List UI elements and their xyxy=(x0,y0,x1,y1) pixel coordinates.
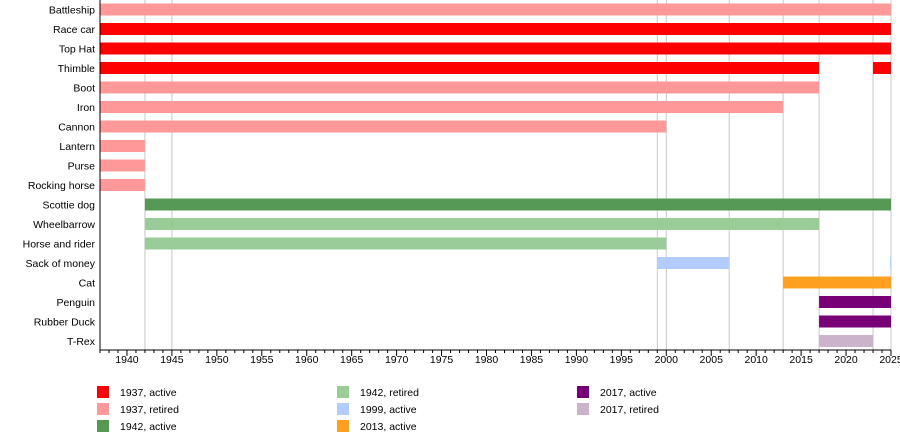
legend-swatch xyxy=(97,420,109,432)
bar xyxy=(100,62,820,74)
bar xyxy=(819,315,891,328)
legend-label: 1942, active xyxy=(120,421,177,433)
bar xyxy=(144,237,667,250)
bar xyxy=(783,276,891,289)
row-label: Rocking horse xyxy=(28,180,95,192)
row-label: Horse and rider xyxy=(23,239,96,251)
legend-swatch xyxy=(577,403,589,415)
legend-swatch xyxy=(97,386,109,398)
bar xyxy=(100,42,891,55)
bar xyxy=(819,335,874,347)
row-label: Cannon xyxy=(58,122,95,134)
bar xyxy=(100,3,891,16)
x-tick-label: 2000 xyxy=(655,354,679,366)
row-label: Iron xyxy=(77,102,95,114)
row-label: Purse xyxy=(68,161,96,173)
legend-label: 1942, retired xyxy=(360,387,419,399)
x-tick-label: 2015 xyxy=(789,354,813,366)
row-label: Sack of money xyxy=(26,258,96,270)
bar xyxy=(873,62,891,74)
legend-label: 1937, active xyxy=(120,387,177,399)
legend-label: 2017, active xyxy=(600,387,657,399)
row-label: Scottie dog xyxy=(42,200,95,212)
row-label: Battleship xyxy=(49,5,95,17)
bar xyxy=(100,120,667,133)
x-tick-label: 1980 xyxy=(475,354,499,366)
legend-swatch xyxy=(337,386,349,398)
x-tick-label: 1970 xyxy=(385,354,409,366)
legend-swatch xyxy=(97,403,109,415)
x-tick-label: 1975 xyxy=(430,354,454,366)
legend-swatch xyxy=(577,386,589,398)
legend-label: 1937, retired xyxy=(120,404,179,416)
bar xyxy=(100,179,145,191)
row-label: Penguin xyxy=(56,297,95,309)
x-tick-label: 2005 xyxy=(700,354,724,366)
x-tick-label: 1960 xyxy=(295,354,319,366)
x-tick-label: 1940 xyxy=(115,354,139,366)
bar xyxy=(657,257,730,269)
row-label: Wheelbarrow xyxy=(33,219,95,231)
legend-label: 1999, active xyxy=(360,404,417,416)
row-label: Rubber Duck xyxy=(34,317,96,329)
bar xyxy=(890,257,892,269)
x-tick-label: 2020 xyxy=(834,354,858,366)
row-label: T-Rex xyxy=(67,336,96,348)
legend-label: 2017, retired xyxy=(600,404,659,416)
legend-swatch xyxy=(337,420,349,432)
x-tick-label: 1985 xyxy=(520,354,544,366)
x-tick-label: 1950 xyxy=(205,354,229,366)
bar xyxy=(100,101,784,113)
x-tick-label: 1995 xyxy=(610,354,634,366)
bar xyxy=(100,159,145,172)
bar xyxy=(144,218,820,230)
row-label: Top Hat xyxy=(59,44,95,56)
row-label: Cat xyxy=(79,278,95,290)
bar xyxy=(819,296,891,308)
bar xyxy=(100,81,820,94)
row-label: Race car xyxy=(53,24,96,36)
x-tick-label: 1955 xyxy=(250,354,274,366)
row-label: Thimble xyxy=(58,63,96,75)
x-tick-label: 2025 xyxy=(879,354,900,366)
bar xyxy=(100,140,145,152)
legend-swatch xyxy=(337,403,349,415)
x-tick-label: 1965 xyxy=(340,354,364,366)
bar xyxy=(100,23,891,35)
legend-label: 2013, active xyxy=(360,421,417,433)
x-tick-label: 2010 xyxy=(744,354,768,366)
x-tick-label: 1945 xyxy=(160,354,184,366)
x-tick-label: 1990 xyxy=(565,354,589,366)
row-label: Lantern xyxy=(59,141,95,153)
bar xyxy=(144,198,891,211)
row-label: Boot xyxy=(73,83,95,95)
